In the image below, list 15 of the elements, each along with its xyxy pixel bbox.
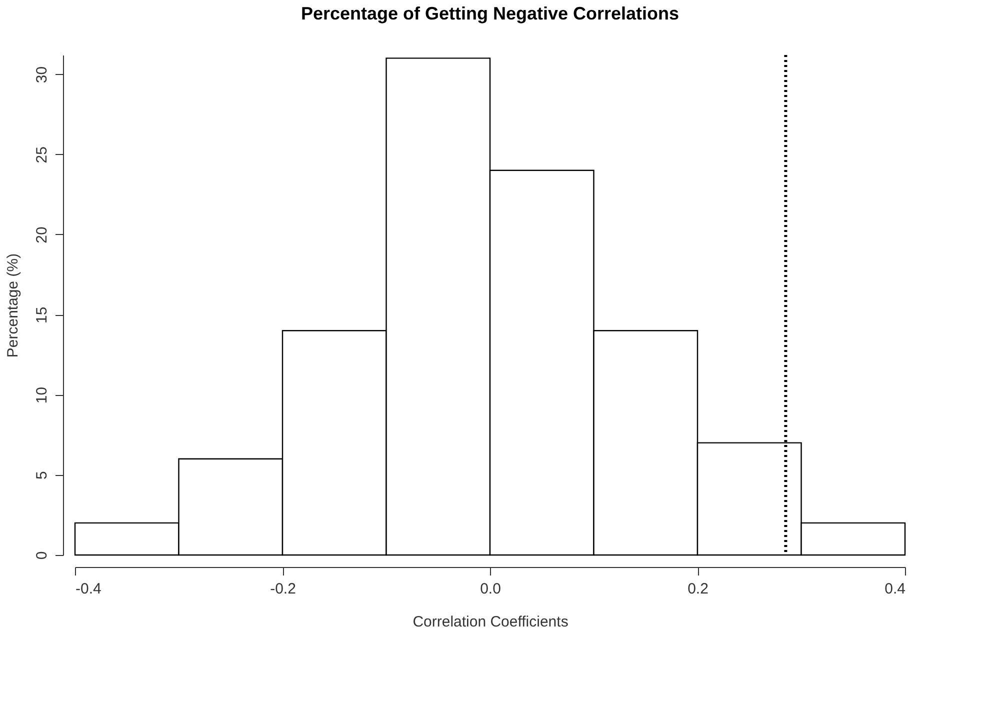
x-tick-label: -0.4 [76, 580, 102, 598]
y-axis-title: Percentage (%) [4, 253, 22, 358]
chart-title: Percentage of Getting Negative Correlations [300, 4, 680, 24]
x-axis-title: Correlation Coefficients [412, 614, 568, 630]
y-tick-label: 15 [34, 306, 50, 324]
y-tick-label: 20 [34, 226, 50, 244]
y-tick-label: 30 [34, 66, 50, 84]
x-tick-label: -0.2 [270, 580, 296, 598]
x-tick-label: 0.4 [884, 580, 906, 598]
y-tick-label: 5 [34, 471, 50, 480]
y-tick-label: 0 [34, 551, 50, 560]
x-tick-label: 0.2 [688, 580, 708, 598]
y-tick-label: 25 [34, 146, 50, 164]
x-tick-label: 0.0 [480, 580, 501, 598]
y-tick-label: 10 [34, 386, 50, 404]
